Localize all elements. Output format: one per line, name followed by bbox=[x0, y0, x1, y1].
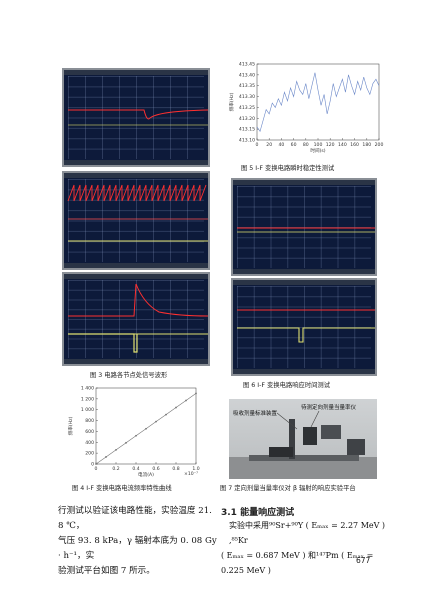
data-point bbox=[135, 434, 137, 437]
y-axis-label: 频率(Hz) bbox=[67, 416, 74, 435]
x-tick-label: 1.0 bbox=[192, 466, 199, 472]
y-tick-label: 413.25 bbox=[239, 105, 255, 111]
y-tick-label: 413.35 bbox=[239, 83, 255, 89]
x-tick-label: 0.4 bbox=[132, 466, 139, 472]
fig6-scope-2 bbox=[231, 278, 377, 376]
y-tick-label: 413.20 bbox=[239, 116, 255, 122]
y-tick-label: 413.30 bbox=[239, 94, 255, 100]
fig4-caption: 图 4 I-F 变换电路电流频率特性曲线 bbox=[72, 485, 172, 492]
data-point bbox=[145, 427, 147, 430]
y-tick-label: 413.10 bbox=[239, 138, 255, 144]
x-tick-label: 0 bbox=[256, 142, 259, 148]
x-tick-label: 0 bbox=[95, 466, 98, 472]
y-tick-label: 413.40 bbox=[239, 72, 255, 78]
fig6-waveform-2 bbox=[237, 309, 375, 343]
x-tick-label: 80 bbox=[303, 142, 309, 148]
series-line bbox=[256, 72, 380, 133]
fig6-waveform-1 bbox=[237, 227, 375, 233]
data-point bbox=[175, 406, 177, 409]
fig5-chart: 0 20 40 60 80 100 120 140 160 180 200 413.10 413.15 4… bbox=[228, 62, 384, 155]
x-tick-label: 200 bbox=[375, 142, 384, 148]
plot-frame bbox=[95, 387, 197, 465]
x-tick-label: 0.8 bbox=[172, 466, 179, 472]
data-point bbox=[115, 448, 117, 451]
fig7-photo: 吸收剂量标准装置 待测定向剂量当量率仪 bbox=[229, 399, 377, 479]
section-heading: 3.1 能量响应测试 bbox=[221, 508, 295, 518]
x-tick-label: 0.2 bbox=[112, 466, 119, 472]
x-tick-label: 140 bbox=[338, 142, 347, 148]
y-tick-label: 600 bbox=[85, 429, 94, 435]
fig3-waveform-1 bbox=[68, 109, 208, 126]
body-left-text: 行测试以验证该电路性能，实验温度 21. 8 ℃， 气压 93. 8 kPa，γ… bbox=[58, 504, 218, 579]
section-line-2: ( Eₘₐₓ = 0.687 MeV ) 和¹⁴⁷Pm ( Eₘₐₓ = 0.2… bbox=[221, 551, 374, 575]
y-tick-label: 0 bbox=[91, 462, 94, 468]
x-tick-label: 120 bbox=[326, 142, 335, 148]
fig7-caption: 图 7 定向剂量当量率仪对 β 辐射的响应实验平台 bbox=[220, 485, 356, 492]
fig3-waveform-3 bbox=[68, 283, 208, 353]
fig5-caption: 图 5 I-F 变换电路瞬时稳定性测试 bbox=[241, 165, 335, 172]
data-point bbox=[155, 420, 157, 423]
x-tick-label: 40 bbox=[278, 142, 284, 148]
y-tick-label: 1 400 bbox=[81, 386, 94, 392]
x-tick-label: 20 bbox=[266, 142, 272, 148]
body-left-line-1: 行测试以验证该电路性能，实验温度 21. 8 ℃， bbox=[58, 506, 212, 531]
fig3-waveform-2 bbox=[67, 184, 208, 242]
y-tick-label: 1 200 bbox=[81, 396, 94, 402]
x-axis-label: 电流(A) bbox=[138, 471, 154, 478]
data-point bbox=[185, 399, 187, 402]
y-tick-label: 413.15 bbox=[239, 127, 255, 133]
data-point bbox=[95, 463, 97, 465]
x-tick-label: 100 bbox=[314, 142, 323, 148]
y-tick-label: 413.45 bbox=[239, 62, 255, 68]
y-tick-label: 1 000 bbox=[81, 407, 94, 413]
x-tick-label: 160 bbox=[350, 142, 359, 148]
y-tick-label: 800 bbox=[85, 418, 94, 424]
fig6-caption: 图 6 I-F 变换电路响应时间测试 bbox=[243, 382, 331, 389]
section-text: 实验中采用⁹⁰Sr+⁹⁰Y ( Eₘₐₓ = 2.27 MeV ) ,⁸⁵Kr … bbox=[221, 518, 391, 578]
fig3-scope-3 bbox=[62, 272, 210, 366]
plot-frame bbox=[256, 63, 380, 141]
fig3-scope-1 bbox=[62, 68, 210, 167]
x-axis-label: 时间(s) bbox=[310, 147, 325, 154]
x-tick-label: 0.6 bbox=[152, 466, 159, 472]
body-left-line-2: 气压 93. 8 kPa，γ 辐射本底为 0. 08 Gy · h⁻¹，实 bbox=[58, 536, 217, 561]
data-point bbox=[165, 413, 167, 416]
data-point bbox=[105, 456, 107, 458]
page-number: 677 bbox=[356, 556, 371, 565]
body-left-line-3: 验测试平台如图 7 所示。 bbox=[58, 566, 155, 576]
y-tick-label: 400 bbox=[85, 440, 94, 446]
fig3-caption: 图 3 电路各节点处信号波形 bbox=[90, 372, 168, 379]
fig3-scope-2 bbox=[62, 171, 210, 270]
x-tick-label: 180 bbox=[362, 142, 371, 148]
y-axis-label: 频率(Hz) bbox=[228, 92, 235, 111]
fig7-label-right: 待测定向剂量当量率仪 bbox=[301, 405, 357, 411]
fig7-apparatus-drawing bbox=[229, 410, 377, 479]
x-axis-multiplier: ×10⁻⁷ bbox=[184, 471, 198, 477]
fig7-label-left: 吸收剂量标准装置 bbox=[233, 411, 278, 417]
fig4-chart: 0 0.2 0.4 0.6 0.8 1.0 0 200 400 600 800 1 000 1 200 1… bbox=[67, 386, 200, 479]
data-point bbox=[195, 392, 197, 395]
y-tick-label: 200 bbox=[85, 451, 94, 457]
section-line-1: 实验中采用⁹⁰Sr+⁹⁰Y ( Eₘₐₓ = 2.27 MeV ) ,⁸⁵Kr bbox=[229, 521, 386, 545]
x-tick-label: 60 bbox=[291, 142, 297, 148]
data-point bbox=[125, 441, 127, 444]
fig6-scope-1 bbox=[231, 178, 377, 276]
